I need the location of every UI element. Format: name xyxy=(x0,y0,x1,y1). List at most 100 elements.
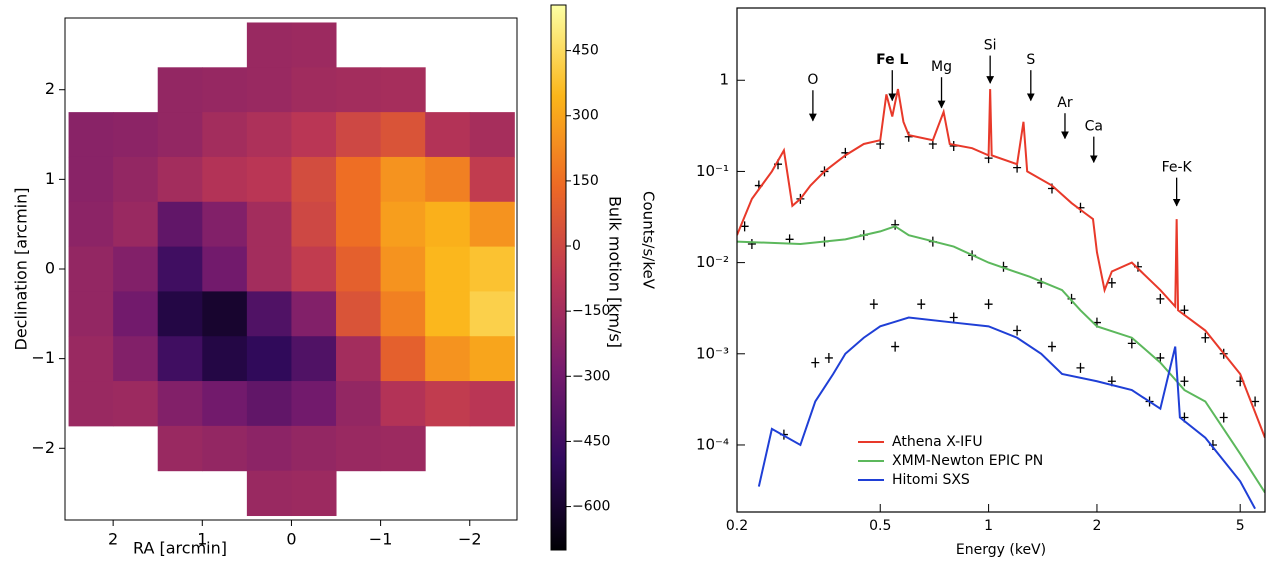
y-tick-label: 0 xyxy=(45,259,55,278)
heatmap-cell xyxy=(336,336,382,382)
heatmap-cell xyxy=(291,470,337,517)
heatmap-cell xyxy=(380,112,426,158)
heatmap-cell xyxy=(246,291,292,337)
heatmap-cell xyxy=(336,246,382,292)
annotation: Ar xyxy=(1057,95,1073,111)
data-point xyxy=(984,299,993,310)
heatmap-cell xyxy=(425,336,471,382)
colorbar xyxy=(550,4,567,551)
x-tick-label: 5 xyxy=(1236,518,1245,534)
colorbar-tick-label: −450 xyxy=(572,433,610,449)
heatmap-cell xyxy=(113,112,159,158)
heatmap-cell xyxy=(246,246,292,292)
heatmap-cell xyxy=(202,381,248,427)
heatmap-cell xyxy=(113,201,159,248)
heatmap-cell xyxy=(246,425,292,472)
y-tick-label: 10⁻³ xyxy=(696,344,729,362)
y-tick-label: 10⁻¹ xyxy=(696,162,729,180)
heatmap-cell xyxy=(246,67,292,113)
legend-label: XMM-Newton EPIC PN xyxy=(892,453,1043,469)
data-point xyxy=(1013,325,1022,336)
heatmap-cell xyxy=(469,381,515,427)
heatmap-cell xyxy=(469,112,515,158)
heatmap-cell xyxy=(202,201,248,248)
heatmap-cell xyxy=(157,112,203,158)
heatmap-cell xyxy=(202,246,248,292)
heatmap-cell xyxy=(157,291,203,337)
heatmap-cell xyxy=(336,291,382,337)
heatmap-cell xyxy=(113,291,159,337)
y-axis-label: Counts/s/keV xyxy=(640,191,658,290)
colorbar-tick-label: −300 xyxy=(572,368,610,384)
heatmap-cell xyxy=(202,291,248,337)
heatmap-cell xyxy=(157,67,203,113)
series-line xyxy=(737,225,1265,494)
heatmap-cell xyxy=(202,67,248,113)
heatmap-cell xyxy=(113,246,159,292)
heatmap-cell xyxy=(68,246,114,292)
heatmap-cell xyxy=(425,112,471,158)
heatmap-cell xyxy=(246,201,292,248)
heatmap-cell xyxy=(157,425,203,472)
heatmap-cell xyxy=(425,381,471,427)
data-point xyxy=(891,219,900,230)
data-point xyxy=(1180,376,1189,387)
x-tick-label: 0.5 xyxy=(869,518,891,534)
annotation: O xyxy=(807,72,818,88)
heatmap-cell xyxy=(157,246,203,292)
colorbar-tick-label: 0 xyxy=(572,238,581,254)
x-axis-label: Energy (keV) xyxy=(956,542,1046,558)
heatmap-cell xyxy=(246,336,292,382)
heatmap-cell xyxy=(336,156,382,203)
x-tick-label: 0.2 xyxy=(726,518,748,534)
heatmap-cell xyxy=(380,291,426,337)
data-point xyxy=(824,352,833,363)
data-point xyxy=(1201,332,1210,343)
x-tick-label: −1 xyxy=(369,530,393,549)
heatmap-cell xyxy=(425,246,471,292)
x-axis-label: RA [arcmin] xyxy=(133,539,227,558)
heatmap-cell xyxy=(68,336,114,382)
heatmap-cell xyxy=(291,381,337,427)
heatmap-cell xyxy=(291,201,337,248)
heatmap-cell xyxy=(246,470,292,517)
heatmap-cell xyxy=(380,425,426,472)
heatmap-cell xyxy=(113,156,159,203)
data-point xyxy=(891,341,900,352)
data-point xyxy=(1180,305,1189,316)
heatmap-cell xyxy=(336,381,382,427)
heatmap-cell xyxy=(291,67,337,113)
heatmap-cell xyxy=(336,201,382,248)
heatmap-cell xyxy=(469,336,515,382)
heatmap-cell xyxy=(425,201,471,248)
heatmap-cell xyxy=(291,425,337,472)
data-point xyxy=(747,238,756,249)
legend-label: Athena X-IFU xyxy=(892,434,983,450)
annotation: Mg xyxy=(931,59,952,75)
plot-frame xyxy=(736,7,1266,513)
y-tick-label: 2 xyxy=(45,79,55,98)
colorbar-label: Bulk motion [km/s] xyxy=(606,196,625,348)
heatmap-cell xyxy=(291,246,337,292)
heatmap-cell xyxy=(68,381,114,427)
series-line xyxy=(737,88,1265,439)
y-tick-label: 1 xyxy=(719,71,729,89)
annotation: Fe L xyxy=(876,52,908,68)
y-tick-label: 10⁻⁴ xyxy=(696,435,729,453)
y-tick-label: 1 xyxy=(45,169,55,188)
heatmap-cell xyxy=(380,336,426,382)
heatmap-cell xyxy=(113,381,159,427)
heatmap-cell xyxy=(157,381,203,427)
data-point xyxy=(1107,277,1116,288)
heatmap-cell xyxy=(469,201,515,248)
heatmap-cell xyxy=(157,201,203,248)
y-tick-label: −1 xyxy=(31,348,55,367)
x-tick-label: 0 xyxy=(286,530,296,549)
heatmap-cell xyxy=(380,246,426,292)
colorbar-tick-label: −150 xyxy=(572,303,610,319)
colorbar-tick-label: 300 xyxy=(572,108,599,124)
heatmap-cell xyxy=(291,156,337,203)
data-point xyxy=(1076,362,1085,373)
x-tick-label: 2 xyxy=(1092,518,1101,534)
y-axis-label: Declination [arcmin] xyxy=(12,187,31,350)
